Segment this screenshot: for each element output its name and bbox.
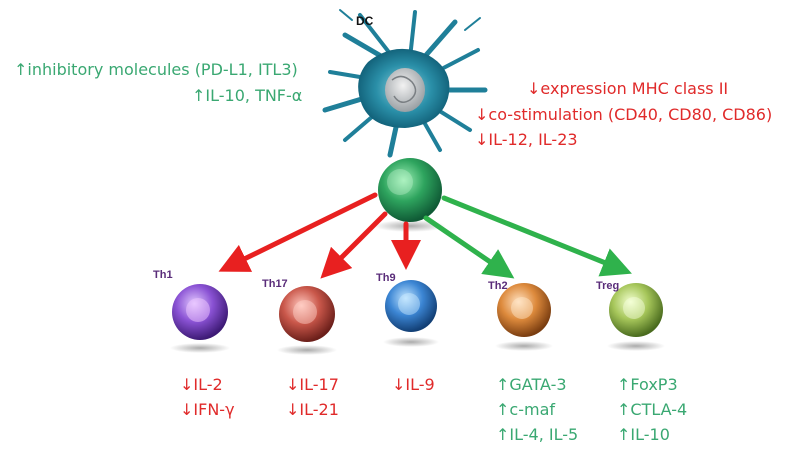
th17-effect: ↓IL-21 [286,400,339,419]
th17-effect: ↓IL-17 [286,375,339,394]
th2-cell [495,283,553,351]
arrow-to-th1 [218,192,378,272]
th1-effect: ↓IFN-γ [180,400,235,419]
th9-label: Th9 [376,272,396,284]
th17-cell [277,286,337,355]
th2-effect: ↑c-maf [496,400,555,419]
th2-effect: ↑GATA-3 [496,375,567,394]
dc-right-effect: ↓co-stimulation (CD40, CD80, CD86) [475,105,773,124]
th2-effect: ↑IL-4, IL-5 [496,425,579,444]
dc-right-effect: ↓expression MHC class II [527,79,729,98]
naive-t-cell [374,158,446,232]
th1-cell [170,284,230,353]
th1-effect: ↓IL-2 [180,375,223,394]
arrow-to-th2 [423,215,515,279]
arrow-to-treg [441,195,632,277]
dc-label: DC [356,14,374,28]
dc-left-effect: ↑inhibitory molecules (PD-L1, ITL3) [14,60,298,79]
treg-cell [607,283,665,351]
th9-cell [383,280,439,347]
arrows [218,192,632,279]
th2-label: Th2 [488,280,508,292]
treg-effect: ↑FoxP3 [617,375,678,394]
th17-label: Th17 [262,278,288,290]
dc-left-effect: ↑IL-10, TNF-α [192,86,303,105]
arrow-to-th17 [320,211,388,279]
th9-effect: ↓IL-9 [392,375,435,394]
treg-effect: ↑IL-10 [617,425,670,444]
th1-label: Th1 [153,269,173,281]
treg-label: Treg [596,280,620,292]
dc-right-effect: ↓IL-12, IL-23 [475,130,578,149]
treg-effect: ↑CTLA-4 [617,400,688,419]
dendritic-cell [322,9,488,158]
